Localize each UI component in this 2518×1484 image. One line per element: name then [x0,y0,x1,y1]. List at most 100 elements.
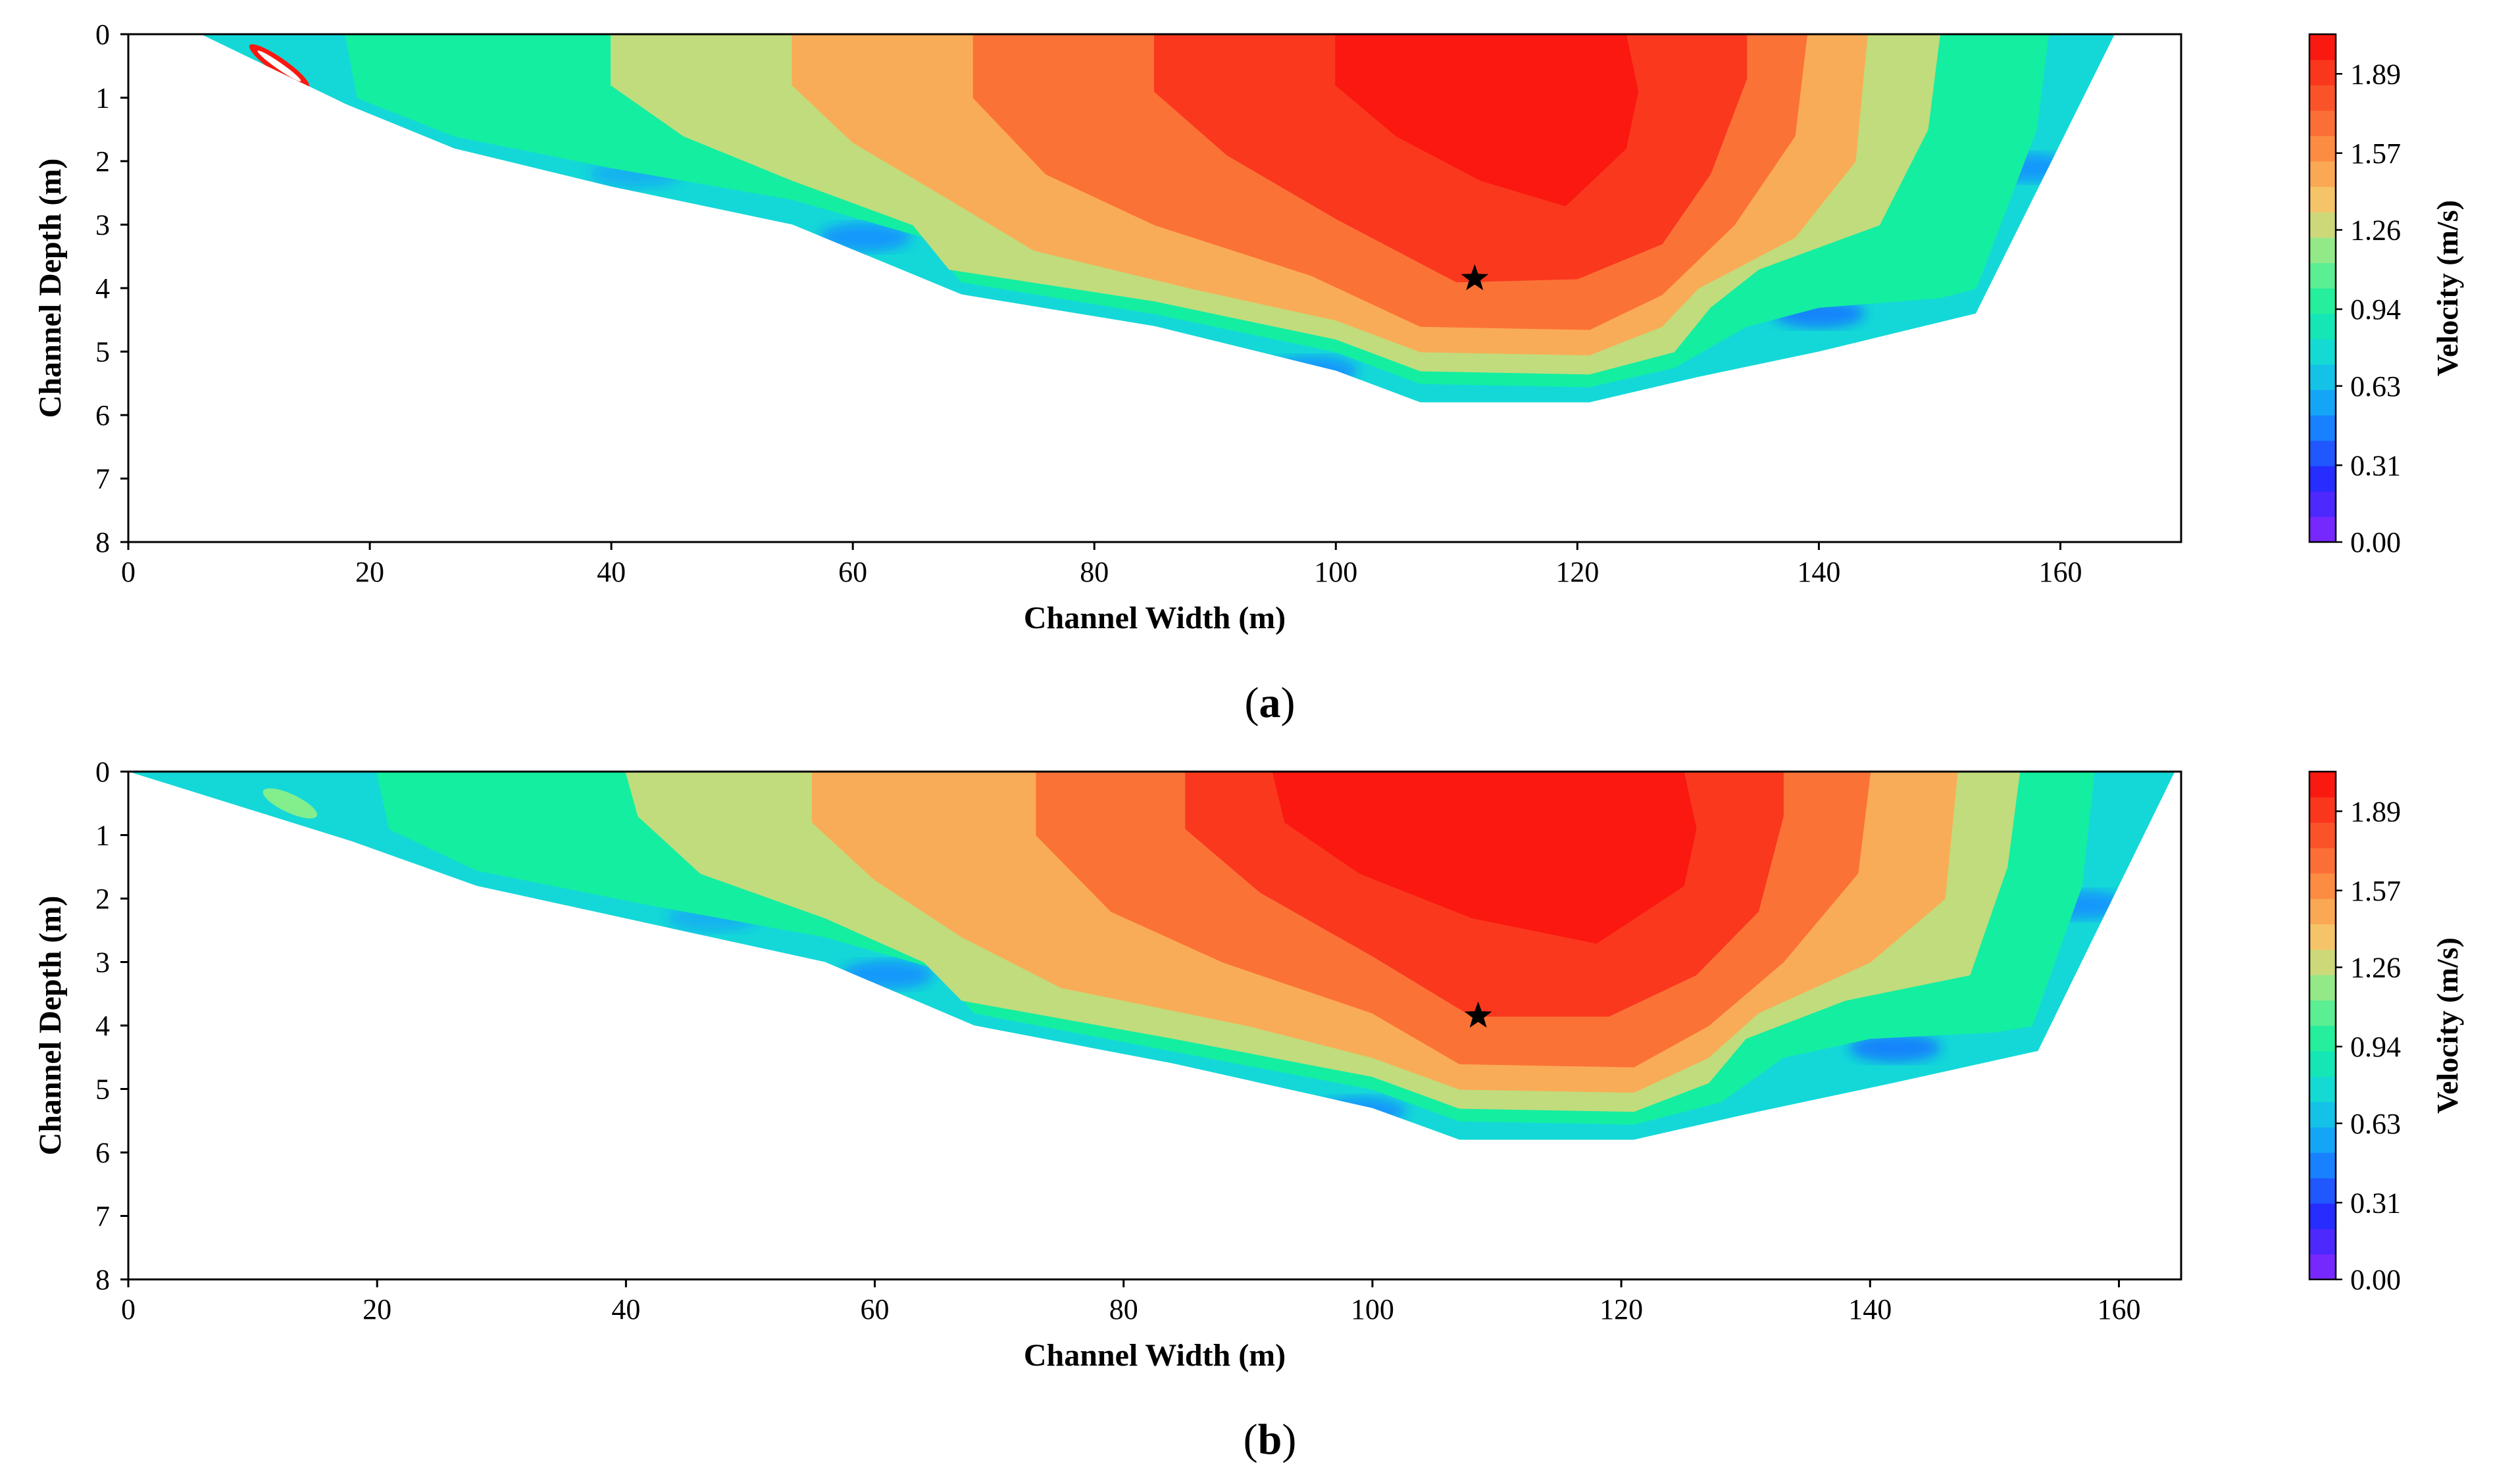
colorbar-tick-label: 1.57 [2350,875,2401,907]
panel-b-label: (b) [1244,1416,1297,1464]
colorbar-frame [2308,33,2337,543]
colorbar-level [2309,974,2336,1001]
colorbar-level [2309,186,2336,212]
y-tick-label: 6 [95,1137,110,1169]
colorbar-tick-label: 0.94 [2350,1031,2401,1063]
colorbar-title: Velocity (m/s) [2430,200,2464,376]
x-tick-label: 140 [1848,1293,1892,1325]
y-axis-title: Channel Depth (m) [33,159,68,418]
colorbar-level [2309,364,2336,390]
colorbar-level [2309,822,2336,849]
max-velocity-star [1461,264,1489,291]
colorbar-tick-label: 1.26 [2350,952,2401,984]
colorbar-level [2309,1127,2336,1153]
colorbar-level [2309,1203,2336,1229]
colorbar-level [2309,237,2336,263]
colorbar-tick-label: 1.89 [2350,58,2401,90]
x-tick-label: 20 [363,1293,391,1325]
colorbar-level [2309,949,2336,976]
y-tick-label: 4 [95,1010,110,1042]
colorbar-level [2309,516,2336,543]
colorbar-level [2309,466,2336,492]
colorbar-tick-label: 1.26 [2350,214,2401,247]
colorbar-level [2309,873,2336,899]
colorbar-tick-label: 0.00 [2350,526,2401,558]
colorbar-level [2309,847,2336,874]
colorbar-level [2309,1152,2336,1179]
slow-velocity-pocket [1849,1033,1942,1062]
slow-velocity-pocket [818,222,911,252]
bank-pocket [263,788,318,819]
max-velocity-star [1464,1001,1492,1028]
velocity-field [201,34,2115,403]
panel-a-label: (a) [1245,679,1296,727]
colorbar-tick-label: 0.31 [2350,449,2401,482]
panel-b-chart: 0 20 40 60 80 100 120 140 160 0 1 2 3 4 5 6 7 8 Channel Wi… [33,756,2464,1373]
colorbar-level [2309,491,2336,517]
y-tick-label: 1 [95,820,110,852]
y-tick-label: 3 [95,209,110,241]
x-axis-title: Channel Width (m) [1024,601,1286,635]
x-tick-label: 40 [611,1293,640,1325]
y-tick-label: 6 [95,399,110,432]
colorbar-level [2309,136,2336,162]
colorbar-level [2309,1000,2336,1026]
colorbar-level [2309,797,2336,823]
colorbar-level [2309,899,2336,925]
velocity-contour-band [1272,772,1697,944]
bank-jet-core [257,50,301,82]
y-tick-label: 1 [95,82,110,114]
y-tick-label: 4 [95,272,110,305]
slow-velocity-pocket [1265,356,1358,385]
x-tick-label: 20 [355,556,384,588]
colorbar-level [2309,415,2336,441]
slow-velocity-pocket [1314,1097,1406,1126]
slow-velocity-pocket [841,960,934,989]
x-tick-label: 160 [2097,1293,2140,1325]
x-tick-label: 100 [1314,556,1357,588]
y-tick-label: 2 [95,145,110,178]
y-tick-label: 0 [95,18,110,51]
colorbar-tick-label: 0.63 [2350,1108,2401,1140]
colorbar-level [2309,85,2336,111]
colorbar-level [2309,1076,2336,1102]
y-tick-label: 5 [95,336,110,368]
y-tick-label: 0 [95,756,110,788]
x-tick-label: 40 [597,556,626,588]
y-tick-label: 3 [95,947,110,979]
x-tick-label: 60 [838,556,867,588]
y-tick-label: 7 [95,463,110,495]
velocity-contour-band [1335,34,1639,207]
colorbar-tick-label: 1.89 [2350,795,2401,828]
x-tick-label: 80 [1109,1293,1138,1325]
x-tick-label: 0 [121,1293,136,1325]
colorbar-level [2309,313,2336,339]
x-tick-label: 120 [1599,1293,1643,1325]
colorbar-tick-label: 0.00 [2350,1264,2401,1296]
colorbar-level [2309,1051,2336,1077]
y-tick-label: 5 [95,1074,110,1106]
colorbar-level [2309,59,2336,86]
y-tick-label: 7 [95,1200,110,1233]
colorbar-level [2309,262,2336,289]
y-tick-label: 8 [95,526,110,558]
velocity-field [128,772,2175,1140]
colorbar-level [2309,288,2336,314]
colorbar-level [2309,34,2336,61]
y-tick-label: 2 [95,883,110,915]
colorbar-level [2309,212,2336,238]
x-axis-title: Channel Width (m) [1024,1338,1286,1373]
x-tick-label: 140 [1797,556,1840,588]
colorbar-tick-label: 0.31 [2350,1187,2401,1219]
x-tick-label: 120 [1555,556,1599,588]
colorbar-frame [2308,770,2337,1281]
colorbar-level [2309,924,2336,950]
colorbar-title: Velocity (m/s) [2430,937,2464,1114]
x-tick-label: 80 [1080,556,1109,588]
y-axis-title: Channel Depth (m) [33,896,68,1156]
colorbar-level [2309,110,2336,136]
colorbar-level [2309,1228,2336,1254]
colorbar-level [2309,772,2336,798]
y-tick-label: 8 [95,1264,110,1296]
